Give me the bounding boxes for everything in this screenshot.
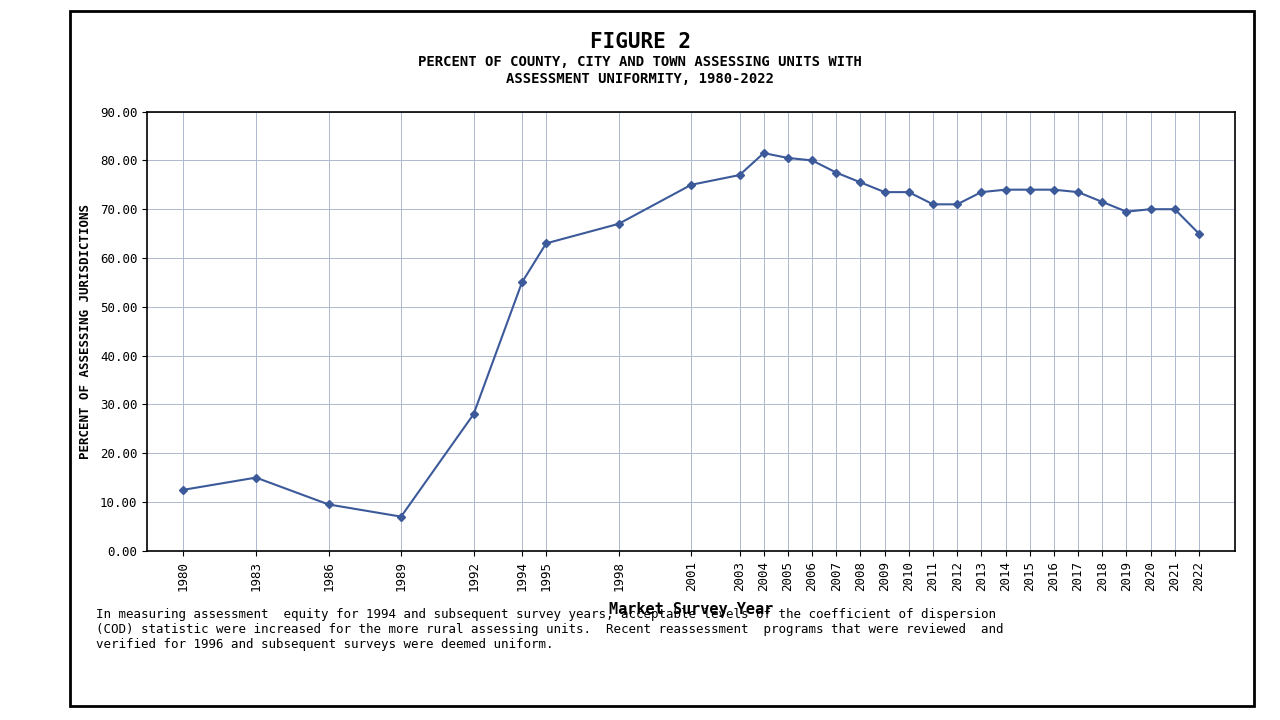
Text: FIGURE 2: FIGURE 2: [590, 32, 690, 53]
Text: ASSESSMENT UNIFORMITY, 1980-2022: ASSESSMENT UNIFORMITY, 1980-2022: [506, 72, 774, 86]
Text: PERCENT OF COUNTY, CITY AND TOWN ASSESSING UNITS WITH: PERCENT OF COUNTY, CITY AND TOWN ASSESSI…: [419, 55, 861, 68]
Text: In measuring assessment  equity for 1994 and subsequent survey years, acceptable: In measuring assessment equity for 1994 …: [96, 608, 1004, 652]
X-axis label: Market Survey Year: Market Survey Year: [609, 602, 773, 616]
Y-axis label: PERCENT OF ASSESSING JURISDICTIONS: PERCENT OF ASSESSING JURISDICTIONS: [78, 204, 92, 459]
